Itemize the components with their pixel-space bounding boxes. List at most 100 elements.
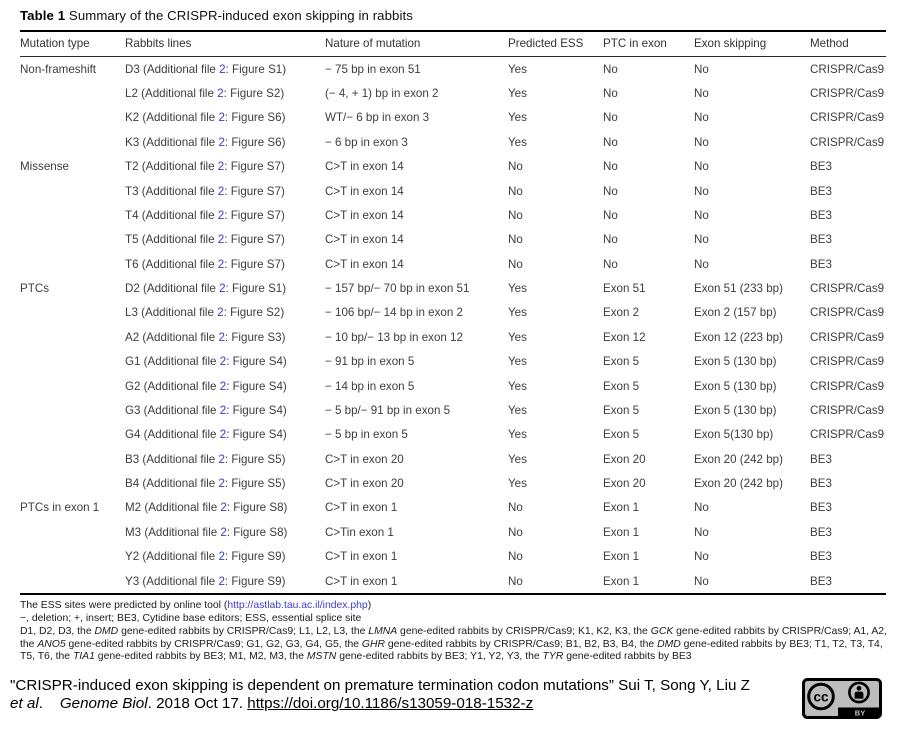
footnote-text: gene-edited rabbits by CRISPR/Cas9; A1, … [20, 625, 887, 650]
rabbit-line-text: : Figure S2) [223, 306, 285, 320]
additional-file-link[interactable]: 2 [218, 111, 225, 125]
cell-nature-of-mutation: C>T in exon 1 [325, 501, 398, 515]
cell-rabbit-line: M2 (Additional file 2: Figure S8) [125, 496, 325, 520]
citation-italic: et al [10, 695, 39, 713]
cell-exon-skipping: Exon 20 (242 bp) [694, 477, 783, 491]
additional-file-link[interactable]: 2 [217, 160, 225, 174]
cell-rabbit-line: Y2 (Additional file 2: Figure S9) [125, 545, 325, 569]
rabbit-line-text: : Figure S8) [226, 501, 288, 515]
rabbit-line-text: M2 (Additional file [125, 501, 221, 515]
cell-exon-skipping: Exon 12 (223 bp) [694, 330, 783, 344]
rabbit-line-text: : Figure S7) [224, 257, 285, 271]
cell-method: CRISPR/Cas9 [810, 62, 885, 76]
rabbit-line-text: B3 (Additional file [125, 452, 219, 466]
table-title: Table 1 Summary of the CRISPR-induced ex… [20, 8, 886, 23]
cell-nature-of-mutation: C>T in exon 14 [325, 160, 404, 174]
cell-rabbit-line: L3 (Additional file 2: Figure S2) [125, 301, 325, 325]
rabbit-line-text: : Figure S8) [226, 525, 288, 539]
cell-method: CRISPR/Cas9 [810, 282, 885, 296]
cell-rabbit-line: G3 (Additional file 2: Figure S4) [125, 398, 325, 422]
additional-file-link[interactable]: 2 [218, 135, 225, 149]
cell-method: BE3 [810, 452, 832, 466]
additional-file-link[interactable]: 2 [218, 550, 225, 564]
astlab-url-link[interactable]: http://astlab.tau.ac.il/index.php [227, 600, 368, 612]
additional-file-link[interactable]: 2 [219, 428, 227, 442]
cell-predicted-ess: No [508, 501, 523, 515]
cell-nature-of-mutation: WT/− 6 bp in exon 3 [325, 111, 430, 125]
cell-method: BE3 [810, 160, 832, 174]
footnote-text: The ESS sites were predicted by online t… [20, 600, 228, 612]
cc-by-badge[interactable]: cc BY [802, 678, 882, 724]
table-row: PTCs in exon 1 M2 (Additional file 2: Fig… [20, 496, 886, 520]
gene-name: MSTN [306, 651, 337, 663]
table-row: G4 (Additional file 2: Figure S4) − 5 bp … [20, 423, 886, 447]
additional-file-link[interactable]: 2 [219, 355, 227, 369]
col-header-rabbits-lines: Rabbits lines [125, 31, 325, 57]
cell-predicted-ess: Yes [508, 403, 527, 417]
cell-predicted-ess: Yes [508, 111, 527, 125]
rabbit-line-text: T6 (Additional file [125, 257, 218, 271]
cell-method: BE3 [810, 501, 832, 515]
cell-method: BE3 [810, 208, 832, 222]
cell-rabbit-line: K2 (Additional file 2: Figure S6) [125, 106, 325, 130]
cc-badge-black-band [838, 707, 881, 717]
cell-mutation-type [20, 520, 125, 544]
cell-method: CRISPR/Cas9 [810, 87, 885, 101]
cell-mutation-type [20, 447, 125, 471]
cell-exon-skipping: No [694, 111, 709, 125]
cell-exon-skipping: No [694, 257, 709, 271]
cell-exon-skipping: Exon 51 (233 bp) [694, 282, 783, 296]
cell-mutation-type [20, 106, 125, 130]
additional-file-link[interactable]: 2 [219, 62, 226, 76]
additional-file-link[interactable]: 2 [220, 501, 227, 515]
cell-rabbit-line: Y3 (Additional file 2: Figure S9) [125, 569, 325, 594]
additional-file-link[interactable]: 2 [217, 87, 224, 101]
cell-method: BE3 [810, 574, 832, 588]
cell-ptc-in-exon: Exon 5 [603, 379, 640, 393]
cell-predicted-ess: No [508, 184, 523, 198]
footnote-text: gene-edited rabbits by CRISPR/Cas9; K1, … [397, 625, 651, 637]
citation-plain: . [38, 695, 60, 713]
footnotes: The ESS sites were predicted by online t… [20, 600, 894, 664]
table-title-text: Summary of the CRISPR-induced exon skipp… [65, 8, 413, 23]
footnote-text: ) [367, 600, 372, 612]
cc-by-text: BY [855, 709, 865, 718]
cell-predicted-ess: Yes [508, 282, 527, 296]
rabbit-line-text: : Figure S5) [224, 477, 286, 491]
cell-predicted-ess: Yes [508, 330, 527, 344]
rabbit-line-text: : Figure S9) [224, 550, 286, 564]
cell-nature-of-mutation: − 14 bp in exon 5 [325, 379, 415, 393]
table-row: T6 (Additional file 2: Figure S7) C>T in … [20, 252, 886, 276]
cell-rabbit-line: T3 (Additional file 2: Figure S7) [125, 179, 325, 203]
additional-file-link[interactable]: 2 [217, 257, 225, 271]
additional-file-link[interactable]: 2 [219, 379, 227, 393]
cell-mutation-type [20, 301, 125, 325]
additional-file-link[interactable]: 2 [217, 233, 225, 247]
cell-predicted-ess: No [508, 160, 523, 174]
table-row: G2 (Additional file 2: Figure S4) − 14 bp… [20, 374, 886, 398]
cell-rabbit-line: L2 (Additional file 2: Figure S2) [125, 81, 325, 105]
additional-file-link[interactable]: 2 [218, 330, 225, 344]
additional-file-link[interactable]: 2 [218, 452, 225, 466]
rabbit-line-text: : Figure S1) [225, 282, 287, 296]
additional-file-link[interactable]: 2 [218, 574, 225, 588]
additional-file-link[interactable]: 2 [217, 208, 225, 222]
additional-file-link[interactable]: 2 [218, 477, 225, 491]
gene-name: TIA1 [72, 651, 95, 663]
cell-mutation-type [20, 398, 125, 422]
cell-method: CRISPR/Cas9 [810, 306, 885, 320]
rabbit-line-text: Y3 (Additional file [125, 574, 219, 588]
additional-file-link[interactable]: 2 [217, 184, 225, 198]
cell-mutation-type: PTCs [20, 282, 49, 296]
footnote-text: gene-edited rabbits by BE3; T1, T2, T3, … [20, 638, 883, 663]
additional-file-link[interactable]: 2 [219, 282, 226, 296]
additional-file-link[interactable]: 2 [219, 403, 227, 417]
cell-exon-skipping: No [694, 62, 709, 76]
doi-link[interactable]: https://doi.org/10.1186/s13059-018-1532-… [247, 695, 534, 713]
cell-mutation-type [20, 374, 125, 398]
cell-predicted-ess: Yes [508, 306, 527, 320]
rabbit-line-text: L2 (Additional file [125, 87, 218, 101]
additional-file-link[interactable]: 2 [217, 306, 224, 320]
additional-file-link[interactable]: 2 [220, 525, 227, 539]
footnote-text: gene-edited rabbits by CRISPR/Cas9; G1, … [65, 638, 362, 650]
